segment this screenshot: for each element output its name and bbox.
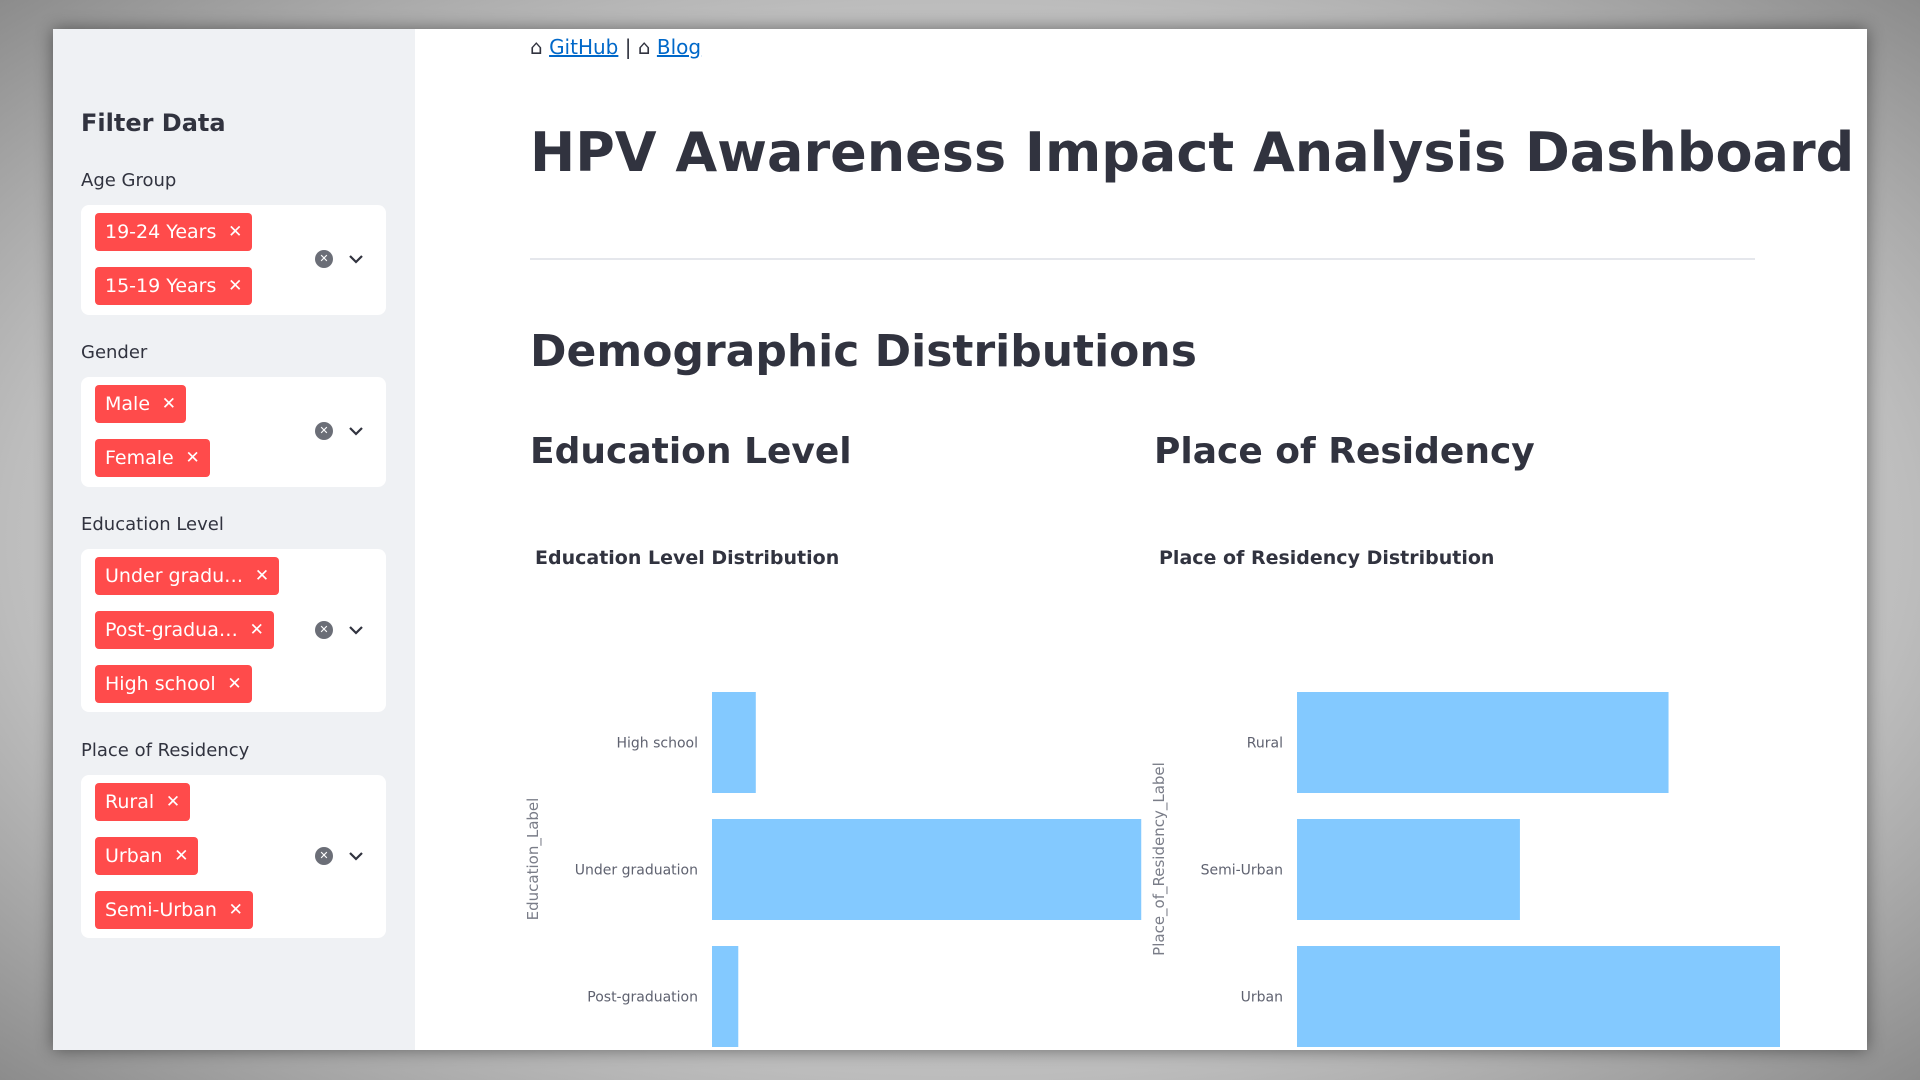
divider [530, 258, 1755, 260]
header-links: ⌂ GitHub | ⌂ Blog [530, 35, 701, 59]
chip-label: Urban [105, 845, 163, 867]
github-icon: ⌂ [530, 35, 543, 59]
place-of-residency-multiselect[interactable]: Rural ✕ Urban ✕ Semi-Urban ✕ ✕ [81, 775, 386, 938]
link-separator: | [624, 35, 632, 59]
clear-all-icon[interactable]: ✕ [315, 847, 333, 865]
chip-age-19-24[interactable]: 19-24 Years ✕ [95, 213, 253, 251]
remove-icon[interactable]: ✕ [165, 792, 181, 812]
chip-label: 15-19 Years [105, 275, 217, 297]
residency-chart-title: Place of Residency Distribution [1159, 547, 1495, 569]
education-level-multiselect[interactable]: Under gradu… ✕ Post-gradua… ✕ High schoo… [81, 549, 386, 712]
chip-label: Under gradu… [105, 565, 244, 587]
github-link[interactable]: GitHub [549, 35, 619, 59]
remove-icon[interactable]: ✕ [228, 276, 243, 296]
place-of-residency-chart[interactable]: RuralSemi-UrbanUrban0510152025Place_of_R… [1150, 692, 1780, 1050]
age-group-label: Age Group [81, 170, 177, 191]
bar[interactable] [1297, 692, 1669, 793]
remove-icon[interactable]: ✕ [227, 674, 242, 694]
bar[interactable] [712, 946, 739, 1047]
clear-all-icon[interactable]: ✕ [315, 250, 333, 268]
y-tick-label: Post-graduation [587, 990, 698, 1006]
gender-label: Gender [81, 342, 148, 363]
remove-icon[interactable]: ✕ [161, 394, 177, 414]
chip-res-rural[interactable]: Rural ✕ [95, 783, 191, 821]
chip-res-semiurban[interactable]: Semi-Urban ✕ [95, 891, 253, 929]
chip-label: Male [105, 393, 151, 415]
sidebar: Filter Data Age Group 19-24 Years ✕ 15-1… [53, 29, 415, 1050]
y-tick-label: Under graduation [575, 863, 698, 879]
chip-label: Rural [105, 791, 155, 813]
app-window: Filter Data Age Group 19-24 Years ✕ 15-1… [53, 29, 1867, 1050]
chevron-down-icon[interactable] [347, 847, 365, 865]
main-content: ⌂ GitHub | ⌂ Blog HPV Awareness Impact A… [415, 29, 1867, 1050]
bar[interactable] [1297, 946, 1780, 1047]
education-subheader: Education Level [530, 431, 852, 472]
y-tick-label: Rural [1247, 736, 1283, 752]
chevron-down-icon[interactable] [347, 621, 365, 639]
age-group-multiselect[interactable]: 19-24 Years ✕ 15-19 Years ✕ ✕ [81, 205, 386, 315]
education-level-chart[interactable]: High school Under graduation Post-graduati… [524, 692, 1142, 1050]
chip-edu-undergrad[interactable]: Under gradu… ✕ [95, 557, 280, 595]
y-tick-label: Semi-Urban [1201, 863, 1283, 879]
chip-label: Post-gradua… [105, 619, 238, 641]
education-level-label: Education Level [81, 514, 224, 535]
chip-age-15-19[interactable]: 15-19 Years ✕ [95, 267, 253, 305]
chip-label: High school [105, 673, 216, 695]
y-axis-title: Place_of_Residency_Label [1150, 762, 1169, 956]
education-chart-title: Education Level Distribution [535, 547, 840, 569]
clear-all-icon[interactable]: ✕ [315, 422, 333, 440]
remove-icon[interactable]: ✕ [174, 846, 189, 866]
bar[interactable] [712, 692, 756, 793]
chevron-down-icon[interactable] [347, 422, 365, 440]
remove-icon[interactable]: ✕ [228, 222, 243, 242]
section-title: Demographic Distributions [530, 326, 1197, 377]
chip-label: Semi-Urban [105, 899, 217, 921]
chip-gender-male[interactable]: Male ✕ [95, 385, 187, 423]
chip-label: 19-24 Years [105, 221, 217, 243]
blog-icon: ⌂ [637, 35, 651, 59]
remove-icon[interactable]: ✕ [185, 448, 200, 468]
chip-label: Female [105, 447, 174, 469]
bar[interactable] [1297, 819, 1520, 920]
chip-edu-postgrad[interactable]: Post-gradua… ✕ [95, 611, 274, 649]
chevron-down-icon[interactable] [347, 250, 365, 268]
chip-gender-female[interactable]: Female ✕ [95, 439, 210, 477]
clear-all-icon[interactable]: ✕ [315, 621, 333, 639]
charts-canvas: High school Under graduation Post-graduati… [524, 692, 1780, 1050]
sidebar-title: Filter Data [81, 109, 226, 137]
residency-subheader: Place of Residency [1154, 431, 1535, 472]
gender-multiselect[interactable]: Male ✕ Female ✕ ✕ [81, 377, 386, 487]
blog-link[interactable]: Blog [656, 35, 702, 59]
remove-icon[interactable]: ✕ [228, 900, 243, 920]
chip-edu-highschool[interactable]: High school ✕ [95, 665, 252, 703]
remove-icon[interactable]: ✕ [254, 566, 270, 586]
bar[interactable] [712, 819, 1142, 920]
y-axis-title: Education_Label [524, 798, 543, 921]
remove-icon[interactable]: ✕ [249, 620, 264, 640]
chip-res-urban[interactable]: Urban ✕ [95, 837, 199, 875]
page-title: HPV Awareness Impact Analysis Dashboard [530, 121, 1855, 184]
place-of-residency-label: Place of Residency [81, 740, 250, 761]
y-tick-label: Urban [1241, 990, 1283, 1006]
y-tick-label: High school [616, 736, 698, 752]
